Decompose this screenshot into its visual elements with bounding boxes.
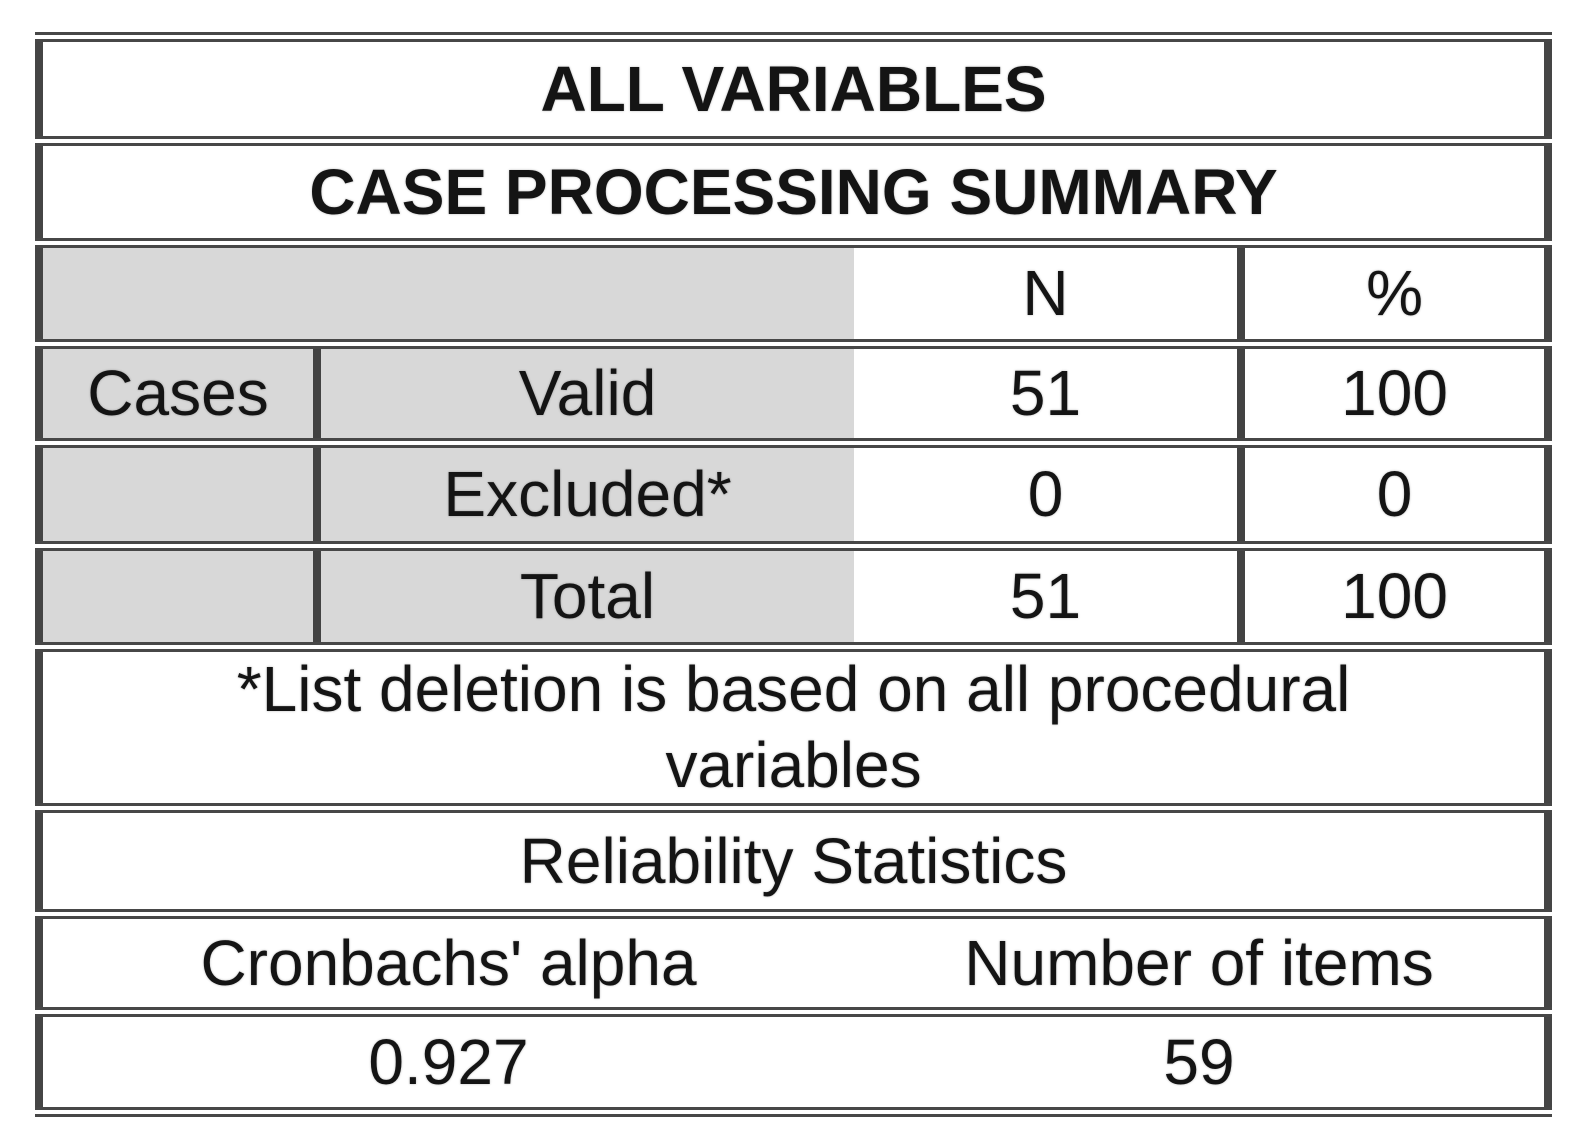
total-percent-value: 100 [1236, 541, 1553, 647]
table-row: Excluded* 0 0 [35, 438, 1553, 546]
column-header-n: N [854, 238, 1241, 344]
number-of-items-label: Number of items [854, 909, 1553, 1013]
row-group-label-cases: Cases [35, 339, 317, 443]
row-label-valid: Valid [313, 339, 854, 443]
row-group-label-empty [35, 541, 317, 647]
table-row: Total 51 100 [35, 541, 1553, 647]
valid-n-value: 51 [854, 339, 1241, 443]
row-label-total: Total [313, 541, 854, 647]
table-title: ALL VARIABLES [34, 32, 1553, 141]
row-label-excluded: Excluded* [313, 438, 854, 546]
total-n-value: 51 [854, 541, 1241, 647]
case-processing-heading: CASE PROCESSING SUMMARY [34, 136, 1553, 243]
list-deletion-footnote: *List deletion is based on all procedura… [236, 653, 1351, 801]
reliability-statistics-heading: Reliability Statistics [34, 803, 1553, 915]
number-of-items-value: 59 [854, 1007, 1553, 1118]
excluded-n-value: 0 [854, 438, 1241, 546]
header-spacer-cell [35, 238, 854, 344]
cronbachs-alpha-value: 0.927 [35, 1007, 854, 1118]
valid-percent-value: 100 [1236, 339, 1553, 443]
case-processing-summary-table: ALL VARIABLES CASE PROCESSING SUMMARY N … [34, 32, 1553, 1118]
row-group-label-empty [35, 438, 317, 546]
footnote-cell: *List deletion is based on all procedura… [34, 641, 1553, 809]
column-header-percent: % [1236, 238, 1553, 344]
cronbachs-alpha-label: Cronbachs' alpha [35, 909, 854, 1013]
table-row: Cases Valid 51 100 [35, 339, 1553, 443]
excluded-percent-value: 0 [1236, 438, 1553, 546]
